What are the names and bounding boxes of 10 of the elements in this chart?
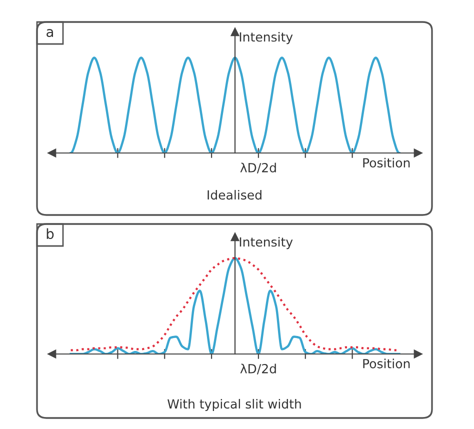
y-axis-title: Intensity: [240, 237, 293, 250]
text: Idealised: [208, 190, 262, 200]
y-axis-title: Intensity: [240, 32, 293, 44]
text: With typical slit width: [168, 398, 301, 412]
chart-title: b: [46, 228, 54, 240]
x-axis-title: Position: [363, 158, 410, 168]
text: λD/2d: [240, 162, 276, 174]
x-axis-title: Position: [363, 358, 410, 368]
text: λD/2d: [240, 364, 276, 374]
chart-title: a: [46, 29, 53, 38]
